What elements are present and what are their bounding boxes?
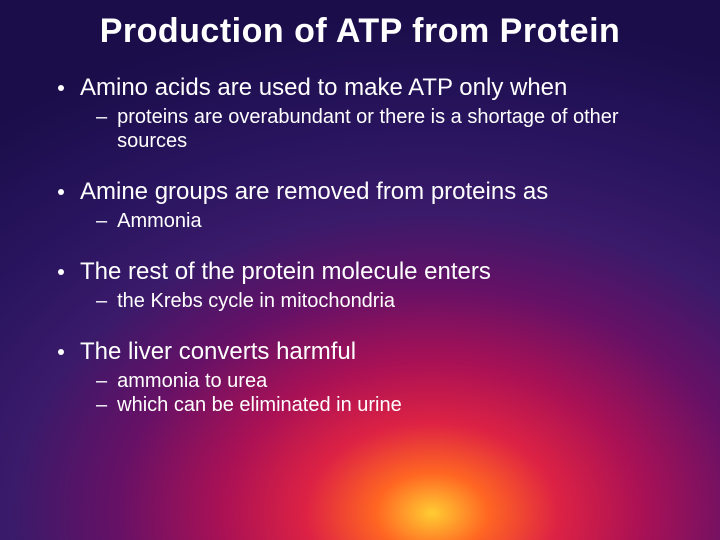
slide-title: Production of ATP from Protein	[30, 12, 690, 51]
dash-icon: –	[96, 105, 107, 129]
sub-list: – Ammonia	[58, 209, 690, 233]
sub-bullet-text: which can be eliminated in urine	[117, 393, 402, 417]
dash-icon: –	[96, 393, 107, 417]
sub-bullet-text: Ammonia	[117, 209, 201, 233]
bullet-text: The liver converts harmful	[80, 337, 356, 367]
bullet-dot-icon	[58, 189, 64, 195]
bullet-row: The liver converts harmful	[58, 337, 690, 367]
sub-list: – the Krebs cycle in mitochondria	[58, 289, 690, 313]
sub-list: – proteins are overabundant or there is …	[58, 105, 690, 153]
sub-list: – ammonia to urea – which can be elimina…	[58, 369, 690, 417]
bullet-text: Amine groups are removed from proteins a…	[80, 177, 548, 207]
bullet-dot-icon	[58, 349, 64, 355]
list-item: The rest of the protein molecule enters …	[58, 257, 690, 313]
slide: Production of ATP from Protein Amino aci…	[0, 0, 720, 540]
list-item: The liver converts harmful – ammonia to …	[58, 337, 690, 417]
bullet-list: Amino acids are used to make ATP only wh…	[30, 73, 690, 417]
sub-bullet-text: the Krebs cycle in mitochondria	[117, 289, 395, 313]
dash-icon: –	[96, 209, 107, 233]
sub-list-item: – which can be eliminated in urine	[96, 393, 690, 417]
bullet-text: The rest of the protein molecule enters	[80, 257, 491, 287]
sub-bullet-text: proteins are overabundant or there is a …	[117, 105, 690, 153]
list-item: Amine groups are removed from proteins a…	[58, 177, 690, 233]
sub-list-item: – Ammonia	[96, 209, 690, 233]
bullet-row: The rest of the protein molecule enters	[58, 257, 690, 287]
sub-bullet-text: ammonia to urea	[117, 369, 267, 393]
dash-icon: –	[96, 369, 107, 393]
bullet-dot-icon	[58, 269, 64, 275]
sub-list-item: – proteins are overabundant or there is …	[96, 105, 690, 153]
dash-icon: –	[96, 289, 107, 313]
list-item: Amino acids are used to make ATP only wh…	[58, 73, 690, 153]
bullet-row: Amino acids are used to make ATP only wh…	[58, 73, 690, 103]
bullet-text: Amino acids are used to make ATP only wh…	[80, 73, 567, 103]
sub-list-item: – the Krebs cycle in mitochondria	[96, 289, 690, 313]
bullet-row: Amine groups are removed from proteins a…	[58, 177, 690, 207]
sub-list-item: – ammonia to urea	[96, 369, 690, 393]
bullet-dot-icon	[58, 85, 64, 91]
